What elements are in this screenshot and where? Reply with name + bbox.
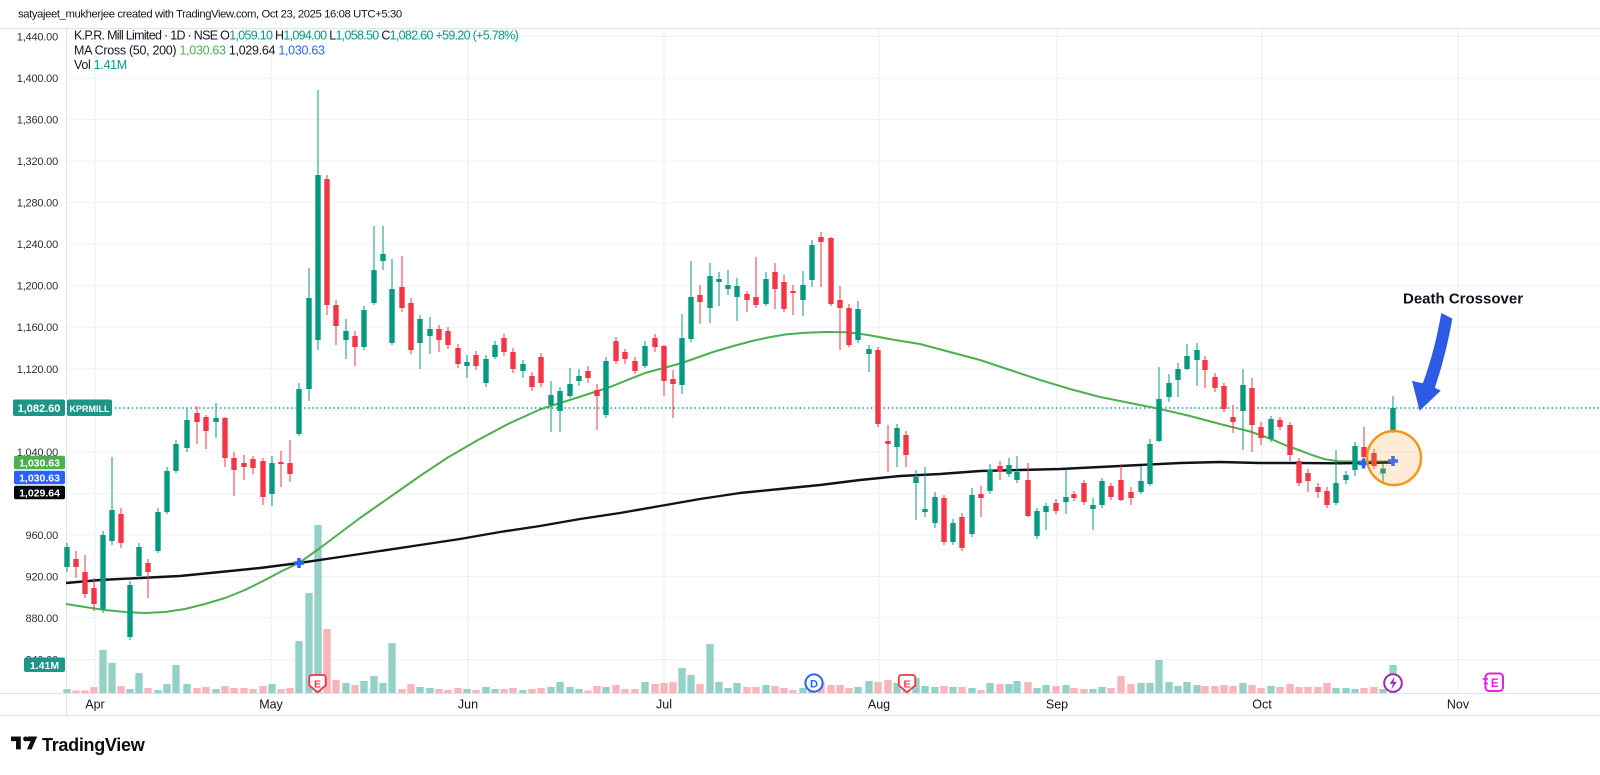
svg-text:KPRMILL: KPRMILL xyxy=(70,404,110,414)
svg-text:880.00: 880.00 xyxy=(26,613,59,625)
svg-text:Vol 1.41M: Vol 1.41M xyxy=(74,58,127,72)
svg-text:1,440.00: 1,440.00 xyxy=(17,32,58,44)
svg-text:Nov: Nov xyxy=(1447,698,1470,712)
svg-text:Death Crossover: Death Crossover xyxy=(1403,291,1523,308)
svg-text:Jun: Jun xyxy=(458,698,478,712)
svg-text:1,200.00: 1,200.00 xyxy=(17,281,58,293)
svg-text:K.P.R. Mill Limited · 1D · NSE: K.P.R. Mill Limited · 1D · NSE O1,059.10… xyxy=(74,29,519,43)
svg-text:1,120.00: 1,120.00 xyxy=(17,364,58,376)
svg-text:1,320.00: 1,320.00 xyxy=(17,156,58,168)
svg-text:E: E xyxy=(1491,678,1499,690)
svg-text:Apr: Apr xyxy=(85,698,104,712)
svg-text:1,400.00: 1,400.00 xyxy=(17,73,58,85)
svg-text:1,360.00: 1,360.00 xyxy=(17,115,58,127)
svg-text:Oct: Oct xyxy=(1252,698,1272,712)
svg-text:1,082.60: 1,082.60 xyxy=(18,403,61,415)
svg-text:Sep: Sep xyxy=(1046,698,1068,712)
svg-text:Aug: Aug xyxy=(868,698,890,712)
svg-text:May: May xyxy=(259,698,283,712)
svg-text:TradingView: TradingView xyxy=(42,735,146,755)
svg-text:1,240.00: 1,240.00 xyxy=(17,239,58,251)
svg-text:Jul: Jul xyxy=(656,698,672,712)
svg-text:1.41M: 1.41M xyxy=(30,660,59,672)
svg-text:1,029.64: 1,029.64 xyxy=(19,488,60,500)
svg-text:D: D xyxy=(810,679,818,691)
svg-text:1,280.00: 1,280.00 xyxy=(17,198,58,210)
svg-text:1,030.63: 1,030.63 xyxy=(19,473,60,485)
svg-text:960.00: 960.00 xyxy=(26,530,59,542)
svg-text:1,160.00: 1,160.00 xyxy=(17,322,58,334)
svg-text:E: E xyxy=(903,679,910,691)
svg-text:920.00: 920.00 xyxy=(26,572,59,584)
svg-text:1,030.63: 1,030.63 xyxy=(19,458,60,470)
svg-text:satyajeet_mukherjee created wi: satyajeet_mukherjee created with Trading… xyxy=(18,9,402,21)
svg-text:E: E xyxy=(314,679,321,691)
svg-text:MA Cross (50, 200) 1,030.63 1,: MA Cross (50, 200) 1,030.63 1,029.64 1,0… xyxy=(74,44,325,58)
